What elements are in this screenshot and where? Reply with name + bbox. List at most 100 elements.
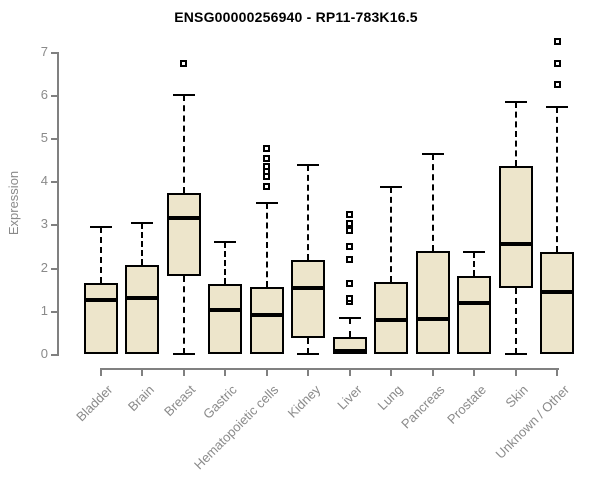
y-tick-label: 4	[40, 173, 48, 189]
lower-whisker-cap	[297, 353, 320, 355]
x-axis-tick	[182, 368, 185, 376]
x-tick-label: Bladder	[72, 382, 116, 425]
y-tick-label: 5	[40, 130, 48, 145]
x-tick-label: Lung	[374, 382, 406, 414]
x-axis-tick	[390, 368, 393, 376]
x-axis-tick	[307, 368, 310, 376]
x-axis-tick	[224, 368, 227, 376]
y-tick-label: 0	[40, 346, 48, 361]
box	[498, 166, 533, 288]
median-line	[83, 298, 118, 302]
outlier-point	[553, 81, 561, 89]
upper-whisker-cap	[172, 93, 195, 96]
x-axis-tick	[473, 368, 476, 376]
upper-whisker	[390, 186, 393, 282]
y-tick-label: 1	[40, 302, 48, 318]
upper-whisker	[556, 106, 559, 252]
median-line	[498, 241, 533, 246]
median-line	[249, 313, 284, 318]
x-tick-label: Prostate	[444, 382, 489, 427]
x-tick-label: Unknown / Other	[492, 382, 573, 462]
y-axis-line	[57, 51, 59, 356]
chart-title: ENSG00000256940 - RP11-783K16.5	[174, 9, 418, 25]
y-tick-label: 7	[40, 43, 48, 59]
box	[125, 265, 160, 354]
y-axis-tick	[51, 224, 57, 227]
median-line	[415, 317, 450, 322]
x-axis-tick	[431, 368, 434, 376]
outlier-point	[346, 256, 354, 264]
median-line	[332, 349, 367, 354]
y-tick-label: 6	[40, 86, 48, 102]
box	[457, 275, 492, 354]
outlier-point	[263, 154, 271, 162]
upper-whisker-cap	[214, 240, 237, 243]
upper-whisker	[182, 94, 185, 194]
upper-whisker	[307, 164, 310, 260]
lower-whisker	[514, 287, 517, 354]
x-tick-label: Pancreas	[398, 382, 448, 432]
x-axis-tick	[556, 368, 559, 376]
outlier-point	[263, 163, 271, 171]
x-axis-tick	[514, 368, 517, 376]
upper-whisker	[141, 222, 144, 265]
lower-whisker-cap	[504, 353, 527, 355]
upper-whisker	[224, 241, 227, 285]
upper-whisker	[99, 227, 102, 284]
box	[291, 259, 326, 339]
median-line	[291, 286, 326, 291]
x-tick-label: Skin	[502, 382, 531, 411]
box	[208, 284, 243, 354]
outlier-point	[180, 60, 188, 68]
y-axis-tick	[51, 354, 57, 356]
median-line	[125, 296, 160, 301]
x-tick-label: Breast	[161, 382, 199, 420]
box	[415, 251, 450, 354]
outlier-point	[346, 211, 354, 219]
y-tick-label: 3	[40, 216, 48, 232]
upper-whisker	[348, 318, 351, 337]
lower-whisker	[182, 275, 185, 354]
outlier-point	[346, 294, 354, 302]
x-tick-label: Gastric	[200, 382, 240, 422]
lower-whisker	[307, 338, 310, 354]
y-axis-tick	[51, 94, 57, 97]
median-line	[208, 307, 243, 312]
y-axis-tick	[51, 267, 57, 270]
lower-whisker-cap	[172, 353, 195, 355]
upper-whisker-cap	[338, 317, 361, 320]
median-line	[166, 216, 201, 221]
upper-whisker-cap	[255, 202, 278, 205]
upper-whisker-cap	[463, 251, 486, 254]
y-tick-label: 2	[40, 259, 48, 275]
outlier-point	[346, 226, 354, 234]
median-line	[374, 317, 409, 322]
box	[83, 283, 118, 354]
x-tick-label: Liver	[333, 382, 365, 413]
y-axis-tick	[51, 51, 57, 54]
box	[249, 286, 284, 354]
upper-whisker	[473, 252, 476, 276]
x-axis-tick	[141, 368, 144, 376]
upper-whisker-cap	[297, 163, 320, 166]
box	[166, 193, 201, 276]
outlier-point	[263, 144, 271, 152]
upper-whisker-cap	[131, 221, 154, 224]
y-axis-tick	[51, 138, 57, 140]
outlier-point	[263, 183, 271, 191]
box	[540, 251, 575, 354]
x-tick-label: Brain	[124, 382, 157, 415]
median-line	[540, 289, 575, 294]
x-axis-tick	[265, 368, 268, 376]
y-axis-tick	[51, 181, 57, 184]
outlier-point	[553, 59, 561, 67]
upper-whisker-cap	[504, 100, 527, 103]
upper-whisker	[265, 203, 268, 287]
upper-whisker	[514, 101, 517, 167]
median-line	[457, 301, 492, 306]
x-tick-label: Kidney	[284, 382, 323, 421]
x-axis-tick	[99, 368, 102, 376]
outlier-point	[346, 279, 354, 287]
upper-whisker-cap	[89, 226, 112, 229]
